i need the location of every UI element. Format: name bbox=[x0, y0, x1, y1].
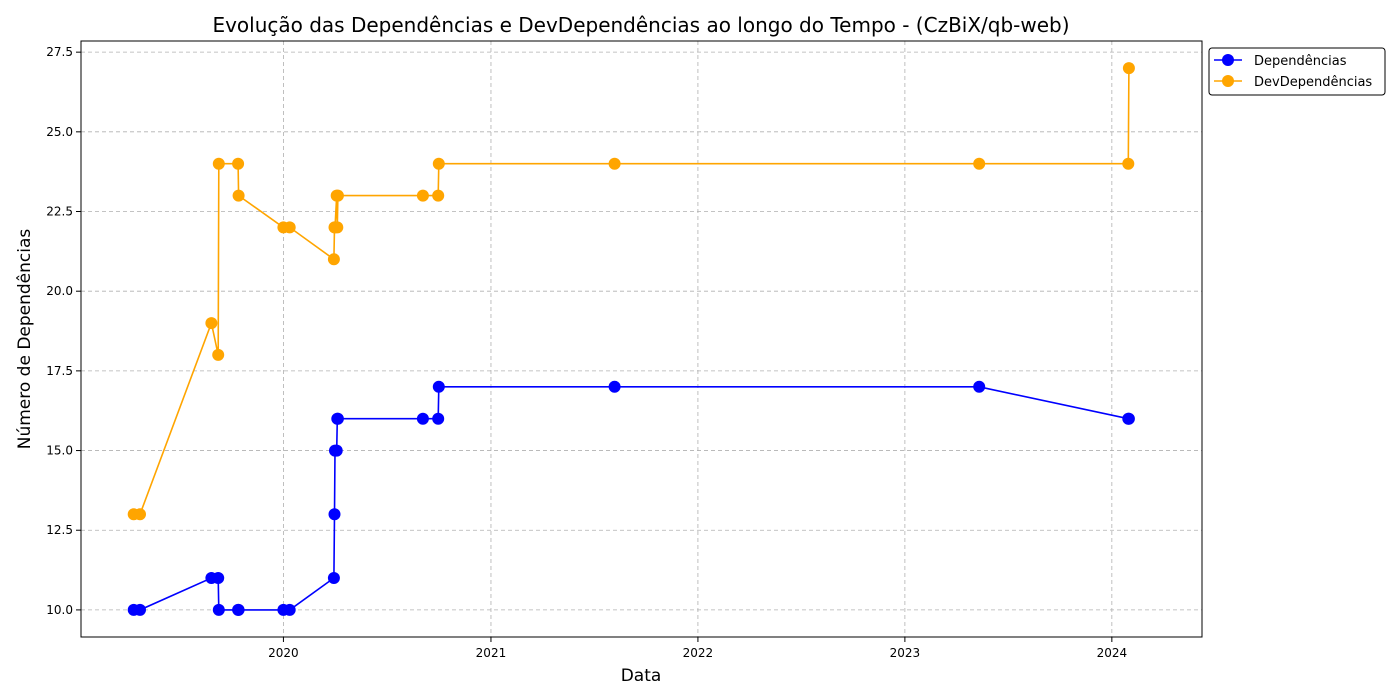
data-point bbox=[973, 157, 986, 170]
y-tick-label: 15.0 bbox=[46, 444, 73, 458]
data-point bbox=[432, 157, 445, 170]
data-point bbox=[205, 317, 218, 330]
series-1 bbox=[127, 62, 1135, 521]
grid-lines bbox=[81, 41, 1202, 637]
data-point bbox=[608, 157, 621, 170]
data-point bbox=[134, 508, 146, 521]
y-tick-label: 12.5 bbox=[46, 523, 73, 537]
legend-marker bbox=[1222, 75, 1234, 87]
x-tick-label: 2020 bbox=[268, 646, 299, 660]
data-point bbox=[432, 380, 445, 393]
data-point bbox=[232, 189, 245, 202]
x-tick-label: 2023 bbox=[890, 646, 921, 660]
data-point bbox=[432, 189, 445, 202]
y-tick-label: 17.5 bbox=[46, 364, 73, 378]
chart-title: Evolução das Dependências e DevDependênc… bbox=[212, 13, 1069, 37]
y-tick-label: 27.5 bbox=[46, 45, 73, 59]
legend-marker bbox=[1222, 54, 1234, 66]
series-line bbox=[133, 385, 1129, 611]
data-point bbox=[232, 157, 245, 170]
x-axis-title: Data bbox=[621, 666, 662, 686]
y-tick-label: 25.0 bbox=[46, 125, 73, 139]
data-point bbox=[283, 221, 296, 234]
data-point bbox=[212, 603, 225, 616]
data-point bbox=[432, 412, 445, 425]
y-tick-label: 20.0 bbox=[46, 284, 73, 298]
series-0 bbox=[127, 380, 1135, 616]
legend-label: DevDependências bbox=[1254, 75, 1372, 90]
data-point bbox=[608, 380, 621, 393]
data-point bbox=[212, 348, 225, 361]
y-tick-label: 22.5 bbox=[46, 205, 73, 219]
x-tick-label: 2021 bbox=[476, 646, 507, 660]
data-point bbox=[331, 412, 344, 425]
data-point bbox=[327, 572, 340, 584]
data-point bbox=[327, 253, 340, 266]
data-point bbox=[1122, 412, 1135, 425]
data-point bbox=[330, 444, 343, 457]
data-point bbox=[134, 603, 146, 616]
plot-area-frame bbox=[80, 40, 1203, 638]
legend: Dependências DevDependências bbox=[1208, 47, 1386, 96]
data-point bbox=[416, 189, 429, 202]
x-tick-label: 2024 bbox=[1097, 646, 1128, 660]
data-point bbox=[973, 380, 986, 393]
y-axis-title: Número de Dependências bbox=[15, 229, 35, 450]
y-tick-label: 10.0 bbox=[46, 603, 73, 617]
x-tick-label: 2022 bbox=[683, 646, 714, 660]
data-point bbox=[1122, 62, 1135, 75]
data-point bbox=[212, 572, 225, 584]
legend-box bbox=[1208, 47, 1386, 96]
data-point bbox=[328, 508, 341, 521]
data-point bbox=[331, 189, 344, 202]
data-point bbox=[283, 603, 296, 616]
data-point bbox=[232, 603, 245, 616]
data-point bbox=[416, 412, 429, 425]
series-layer bbox=[127, 62, 1135, 616]
data-point bbox=[212, 157, 225, 170]
legend-label: Dependências bbox=[1254, 54, 1347, 69]
axes: 2020 2021 2022 2023 2024 10.0 12.5 15.0 17.5 20.0… bbox=[46, 45, 1127, 660]
data-point bbox=[331, 221, 344, 234]
data-point bbox=[1122, 157, 1135, 170]
